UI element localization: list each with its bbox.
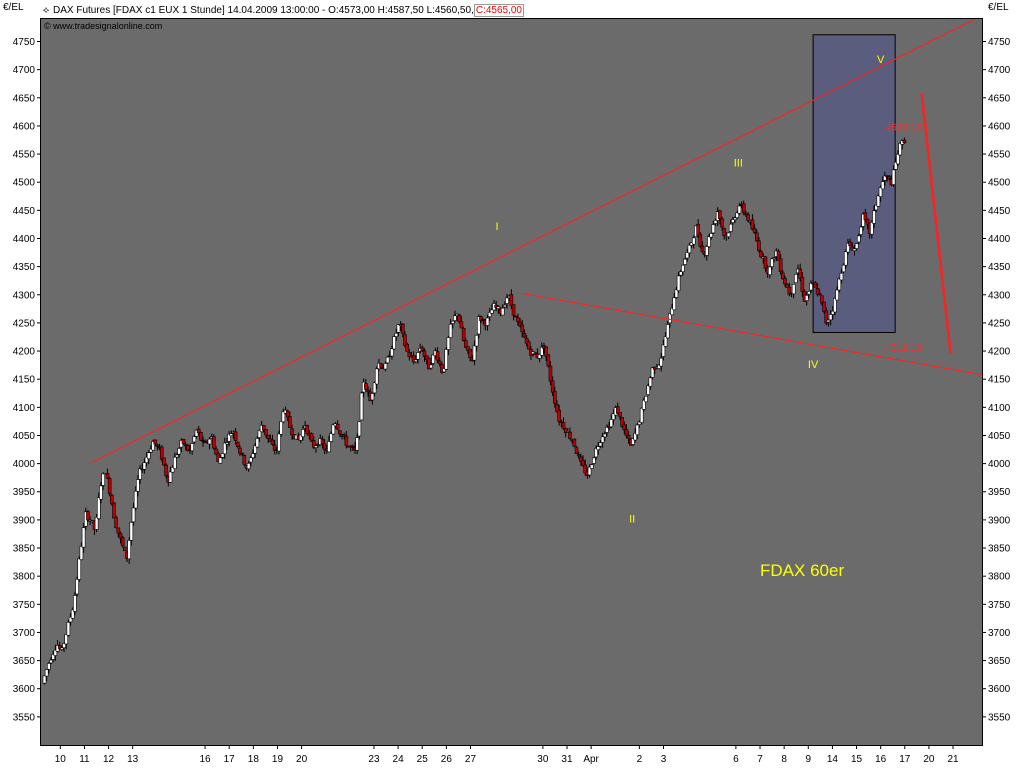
x-tick-label: 11 [79,754,90,765]
y-tick-label-left: 4350 [13,262,36,273]
x-tick-label: 6 [733,754,739,765]
y-tick-label-right: 3950 [988,487,1011,498]
y-tick-label-right: 4200 [988,347,1011,358]
y-tick-label-left: 3800 [13,572,36,583]
close-value: C:4565,00 [473,3,524,17]
y-tick-label-left: 3950 [13,487,36,498]
right-axis-unit: €/EL [988,2,1009,13]
y-tick-label-left: 4650 [13,93,36,104]
y-tick-label-left: 4700 [13,65,36,76]
x-tick-label: 17 [224,754,236,765]
y-tick-label-right: 4450 [988,206,1011,217]
instrument-icon: ⟡ [42,4,50,16]
y-tick-label-left: 4400 [13,234,36,245]
chart-legend: ⟡ DAX Futures [FDAX c1 EUX 1 Stunde] 14.… [42,3,524,17]
y-tick-label-left: 4250 [13,318,36,329]
y-tick-label-right: 4400 [988,234,1011,245]
y-tick-label-left: 3850 [13,544,36,555]
x-tick-label: 25 [417,754,429,765]
copyright-icon: © [44,21,51,31]
x-tick-label: 8 [781,754,787,765]
y-tick-label-left: 4600 [13,121,36,132]
x-tick-label: 3 [661,754,667,765]
y-tick-label-right: 3800 [988,572,1011,583]
y-tick-label-right: 3550 [988,712,1011,723]
y-tick-label-left: 4200 [13,347,36,358]
x-tick-label: 10 [55,754,67,765]
y-tick-label-left: 4500 [13,178,36,189]
x-tick-label: Apr [583,754,599,765]
x-tick-label: 21 [947,754,959,765]
y-tick-label-right: 3900 [988,515,1011,526]
y-tick-label-left: 4100 [13,403,36,414]
y-tick-label-right: 3600 [988,684,1011,695]
y-tick-label-right: 4250 [988,318,1011,329]
y-tick-label-left: 3700 [13,628,36,639]
instrument-ohlc: DAX Futures [FDAX c1 EUX 1 Stunde] 14.04… [53,4,472,16]
y-tick-label-left: 4000 [13,459,36,470]
x-tick-label: 16 [875,754,887,765]
y-tick-label-right: 4600 [988,121,1011,132]
y-tick-label-right: 4750 [988,37,1011,48]
x-tick-label: 18 [248,754,260,765]
watermark-text: www.tradesignalonline.com [53,21,163,31]
y-tick-label-left: 4050 [13,431,36,442]
y-tick-label-left: 3650 [13,656,36,667]
y-tick-label-right: 4700 [988,65,1011,76]
x-tick-label: 26 [441,754,453,765]
x-tick-label: 14 [827,754,839,765]
x-tick-label: 19 [272,754,284,765]
x-tick-label: 16 [200,754,212,765]
y-tick-label-left: 3550 [13,712,36,723]
x-tick-label: 9 [805,754,811,765]
x-tick-label: 27 [465,754,477,765]
x-tick-label: 31 [561,754,573,765]
x-tick-label: 30 [537,754,549,765]
y-tick-label-right: 4050 [988,431,1011,442]
y-tick-label-left: 3900 [13,515,36,526]
x-tick-label: 20 [296,754,308,765]
x-tick-label: 15 [851,754,863,765]
x-tick-label: 2 [637,754,643,765]
plot-area[interactable] [40,18,983,746]
x-tick-label: 17 [899,754,911,765]
left-axis-unit: €/EL [3,2,24,13]
y-tick-label-left: 3600 [13,684,36,695]
y-tick-label-left: 4150 [13,375,36,386]
y-tick-label-right: 4100 [988,403,1011,414]
x-tick-label: 23 [368,754,380,765]
y-tick-label-right: 3700 [988,628,1011,639]
y-tick-label-right: 4350 [988,262,1011,273]
watermark: © www.tradesignalonline.com [44,21,162,31]
y-tick-label-left: 3750 [13,600,36,611]
x-tick-label: 13 [127,754,139,765]
y-tick-label-left: 4450 [13,206,36,217]
x-tick-label: 24 [393,754,405,765]
y-tick-label-left: 4550 [13,150,36,161]
y-tick-label-right: 3750 [988,600,1011,611]
y-tick-label-right: 4650 [988,93,1011,104]
y-tick-label-right: 4500 [988,178,1011,189]
x-tick-label: 20 [923,754,935,765]
y-tick-label-right: 4300 [988,290,1011,301]
x-tick-label: 12 [103,754,115,765]
y-tick-label-right: 3650 [988,656,1011,667]
y-tick-label-right: 4550 [988,150,1011,161]
y-tick-label-right: 4150 [988,375,1011,386]
x-tick-label: 7 [757,754,763,765]
y-tick-label-left: 4300 [13,290,36,301]
y-tick-label-right: 4000 [988,459,1011,470]
y-tick-label-right: 3850 [988,544,1011,555]
y-tick-label-left: 4750 [13,37,36,48]
